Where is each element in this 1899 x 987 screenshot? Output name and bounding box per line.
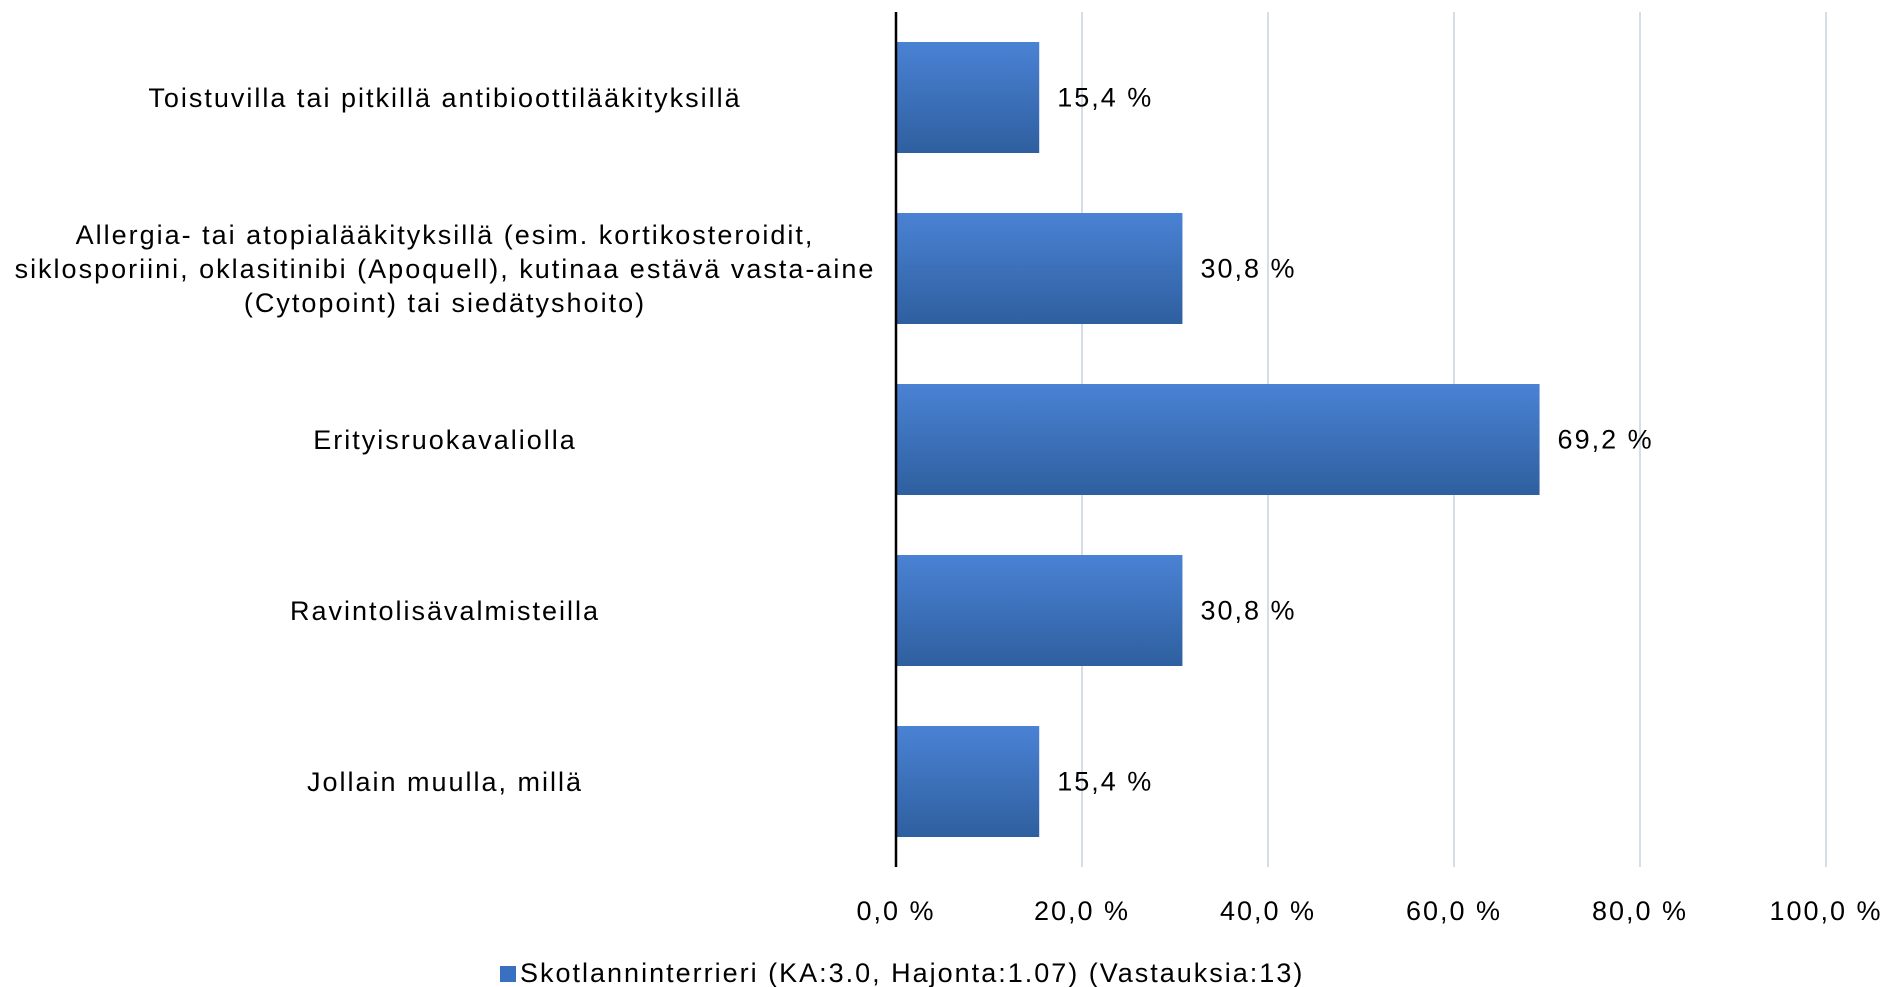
value-label: 15,4 %: [1057, 767, 1153, 797]
value-label: 69,2 %: [1558, 425, 1654, 455]
x-tick-label: 0,0 %: [856, 896, 935, 926]
x-tick-label: 40,0 %: [1220, 896, 1316, 926]
x-tick-label: 80,0 %: [1592, 896, 1688, 926]
bar: [896, 42, 1040, 153]
bar: [896, 213, 1183, 324]
x-tick-label: 60,0 %: [1406, 896, 1502, 926]
category-label: Erityisruokavaliolla: [313, 424, 577, 455]
value-label: 30,8 %: [1200, 596, 1296, 626]
legend-swatch: [500, 966, 516, 982]
category-label: Toistuvilla tai pitkillä antibioottilääk…: [148, 82, 742, 113]
x-tick-label: 20,0 %: [1034, 896, 1130, 926]
legend-label: Skotlanninterrieri (KA:3.0, Hajonta:1.07…: [520, 958, 1304, 987]
value-label: 30,8 %: [1200, 254, 1296, 284]
bar: [896, 384, 1540, 495]
category-label: Jollain muulla, millä: [306, 766, 584, 797]
bar: [896, 555, 1183, 666]
x-tick-label: 100,0 %: [1769, 896, 1882, 926]
bar: [896, 726, 1040, 837]
category-label: Ravintolisävalmisteilla: [289, 595, 601, 626]
category-label: Allergia- tai atopialääkityksillä (esim.…: [14, 219, 876, 318]
value-label: 15,4 %: [1057, 83, 1153, 113]
